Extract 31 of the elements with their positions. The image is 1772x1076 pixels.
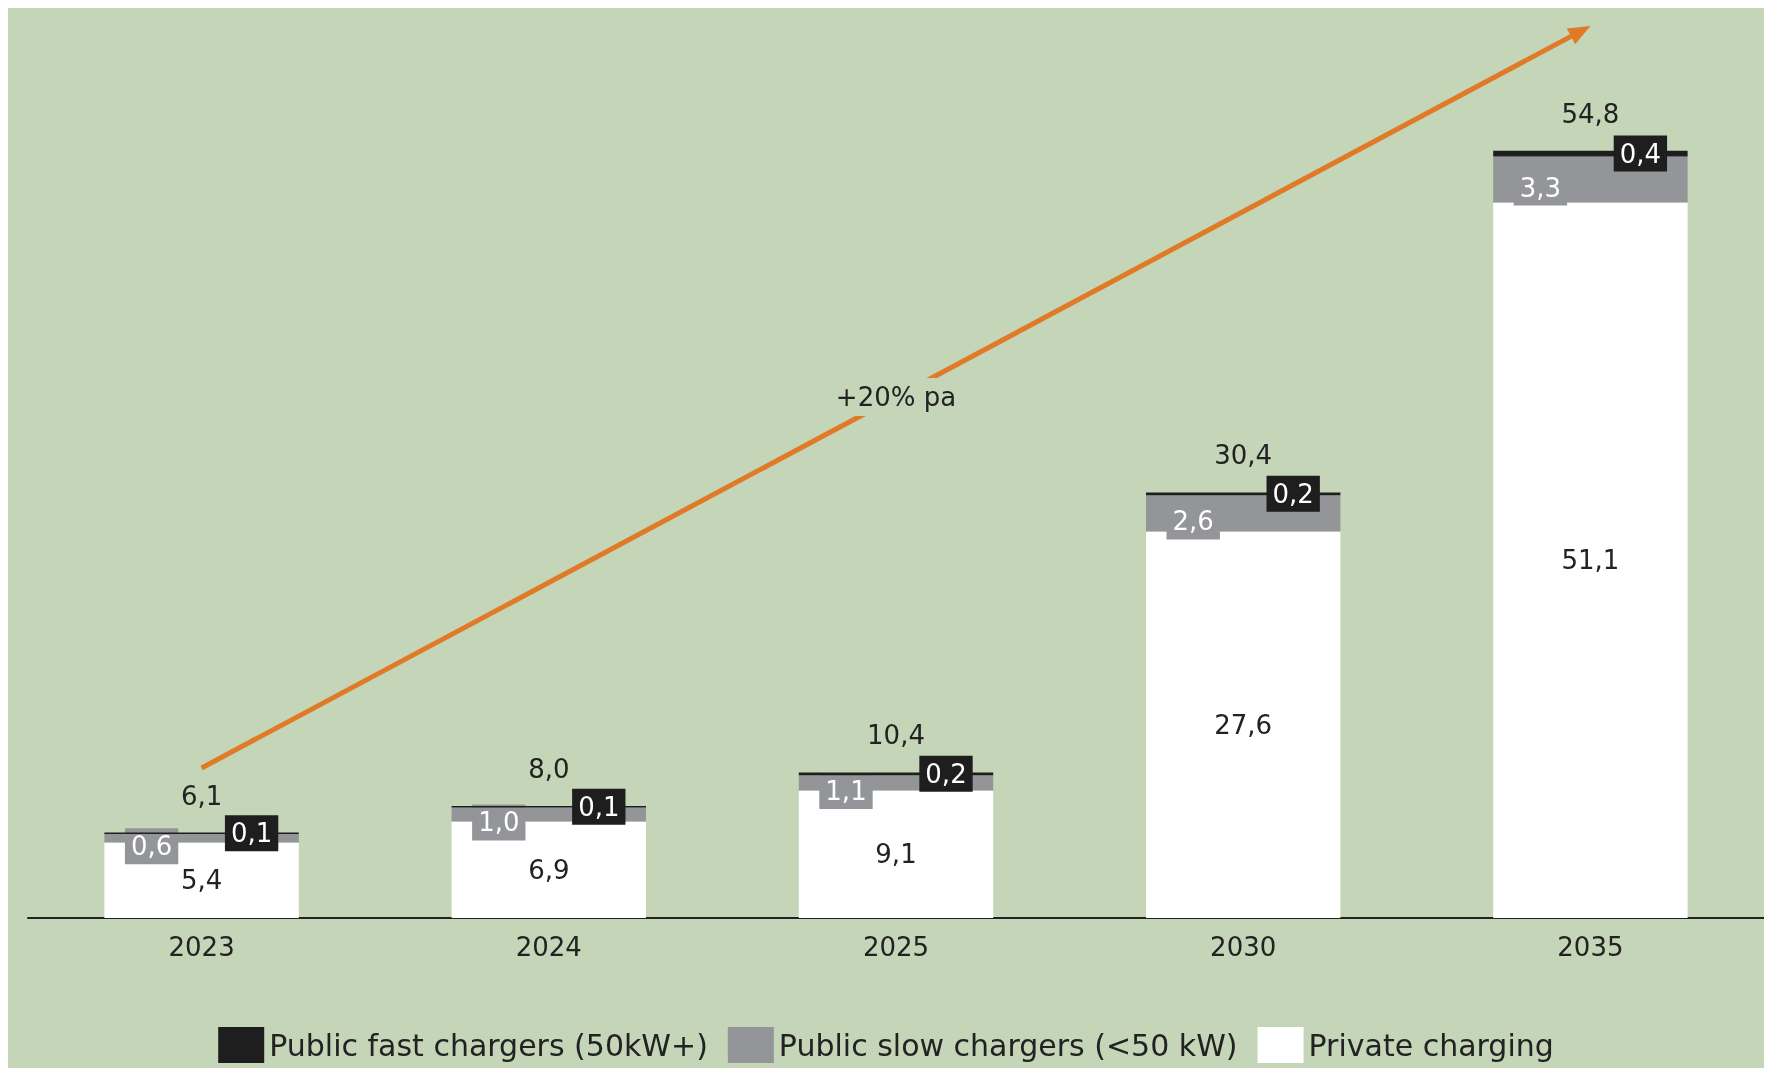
- x-tick-label: 2030: [1210, 932, 1277, 962]
- total-label: 30,4: [1214, 440, 1273, 471]
- x-tick-label: 2025: [862, 932, 930, 962]
- x-tick-label: 2035: [1557, 932, 1624, 962]
- total-label: 54,8: [1561, 98, 1620, 129]
- data-label: 2,6: [1172, 506, 1214, 537]
- bar: [1145, 531, 1341, 918]
- x-tick-label: 2023: [168, 932, 235, 962]
- annotation: +20% pa: [835, 382, 957, 412]
- x-tick-label: 2024: [515, 932, 582, 962]
- total-label: 8,0: [528, 754, 570, 784]
- data-label: 51,1: [1561, 545, 1620, 576]
- data-label: 0,1: [230, 818, 273, 849]
- data-label: 0,4: [1619, 138, 1662, 169]
- data-label: 5,4: [180, 865, 223, 896]
- data-label: 6,9: [528, 854, 570, 885]
- bar: [1493, 202, 1688, 918]
- data-label: 27,6: [1214, 709, 1273, 740]
- legend-label: Public fast chargers (50kW+): [269, 1027, 708, 1063]
- total-label: 6,1: [180, 780, 223, 811]
- data-label: 0,1: [578, 791, 620, 822]
- data-label: 9,1: [875, 839, 917, 870]
- data-label: 0,2: [925, 758, 967, 789]
- total-label: 10,4: [867, 720, 925, 751]
- data-label: 1,0: [478, 807, 520, 838]
- legend-label: Public slow chargers (<50 kW): [778, 1027, 1238, 1063]
- data-label: 3,3: [1519, 172, 1562, 203]
- data-label: 1,1: [825, 775, 867, 806]
- data-label: 0,6: [130, 831, 173, 862]
- legend-label: Private charging: [1308, 1027, 1554, 1063]
- data-label: 0,2: [1272, 478, 1314, 509]
